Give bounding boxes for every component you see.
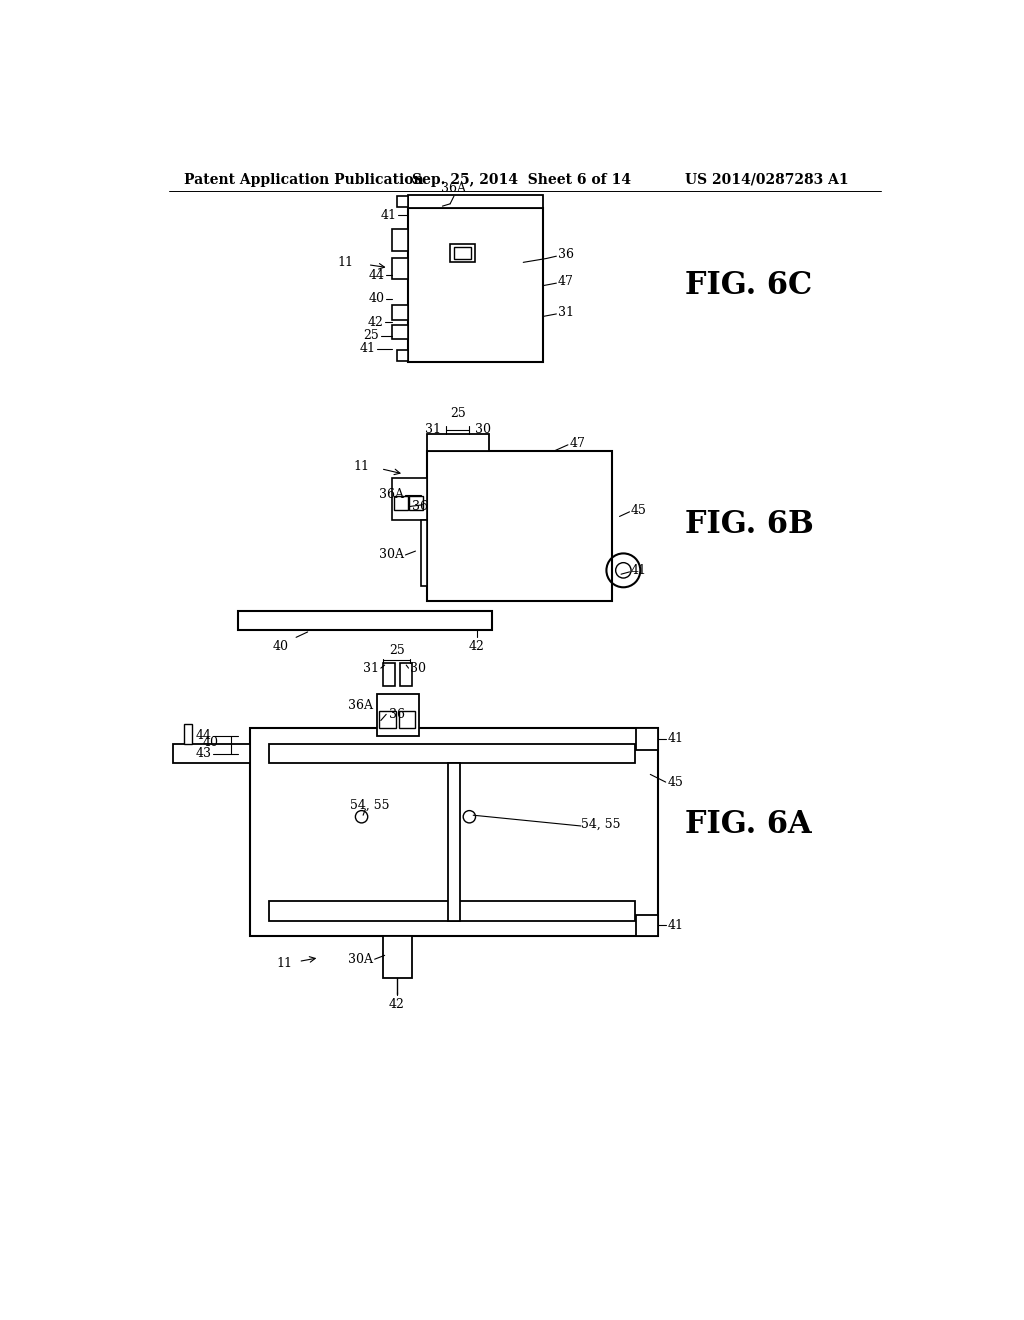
Text: FIG. 6B: FIG. 6B — [685, 508, 814, 540]
Bar — [184, 725, 193, 743]
Text: 31: 31 — [558, 306, 573, 319]
Text: 11: 11 — [338, 256, 354, 269]
Text: 36A: 36A — [348, 698, 373, 711]
Text: 44: 44 — [196, 730, 211, 742]
Text: 36: 36 — [412, 500, 428, 513]
Text: 30: 30 — [410, 661, 426, 675]
Text: 54, 55: 54, 55 — [350, 799, 389, 812]
Text: 41: 41 — [668, 919, 683, 932]
Text: Sep. 25, 2014  Sheet 6 of 14: Sep. 25, 2014 Sheet 6 of 14 — [412, 173, 631, 187]
Bar — [421, 520, 427, 586]
Text: Patent Application Publication: Patent Application Publication — [184, 173, 424, 187]
Bar — [383, 936, 412, 978]
Text: 31: 31 — [364, 661, 379, 675]
Text: US 2014/0287283 A1: US 2014/0287283 A1 — [685, 173, 849, 187]
Text: 11: 11 — [353, 459, 370, 473]
Text: 45: 45 — [631, 504, 647, 517]
Text: 47: 47 — [569, 437, 586, 450]
Bar — [392, 257, 408, 280]
Bar — [637, 915, 658, 936]
Text: 40: 40 — [203, 735, 219, 748]
Bar — [397, 197, 408, 207]
Text: 41: 41 — [668, 733, 683, 746]
Bar — [400, 663, 412, 686]
Text: 30A: 30A — [348, 953, 373, 966]
Bar — [427, 451, 611, 601]
Bar — [394, 496, 408, 511]
Text: 30: 30 — [475, 422, 490, 436]
Text: 42: 42 — [368, 315, 383, 329]
Text: 40: 40 — [272, 640, 289, 652]
Text: 45: 45 — [668, 776, 683, 788]
Text: 47: 47 — [558, 275, 573, 288]
Bar — [408, 194, 543, 209]
Text: 41: 41 — [359, 342, 376, 355]
Bar — [637, 729, 658, 750]
Bar — [397, 350, 408, 360]
Bar — [447, 763, 460, 921]
Text: 41: 41 — [631, 564, 647, 577]
Bar — [454, 247, 471, 259]
Bar — [398, 711, 416, 729]
Bar — [392, 478, 427, 520]
Text: FIG. 6A: FIG. 6A — [685, 809, 812, 840]
Text: 36: 36 — [388, 708, 404, 721]
Bar — [250, 729, 658, 936]
Text: 54, 55: 54, 55 — [581, 818, 621, 832]
Text: 43: 43 — [196, 747, 211, 760]
Bar — [408, 209, 543, 363]
Bar — [269, 743, 635, 763]
Text: 31: 31 — [425, 422, 441, 436]
Bar — [379, 711, 396, 729]
Bar — [239, 611, 493, 631]
Text: 42: 42 — [469, 640, 485, 652]
Text: 40: 40 — [369, 292, 385, 305]
Text: 11: 11 — [276, 957, 292, 970]
Bar — [392, 305, 408, 321]
Text: 42: 42 — [389, 998, 404, 1011]
Bar — [269, 902, 635, 921]
Bar — [451, 244, 475, 263]
Text: 36: 36 — [558, 248, 573, 261]
Text: 25: 25 — [450, 407, 466, 420]
Text: 25: 25 — [364, 329, 379, 342]
Text: 36A: 36A — [441, 182, 467, 195]
Bar — [427, 434, 488, 451]
Bar — [410, 496, 423, 511]
Text: 30A: 30A — [379, 548, 403, 561]
Text: 41: 41 — [380, 209, 396, 222]
Text: 44: 44 — [369, 269, 385, 282]
Text: 36A: 36A — [379, 488, 403, 502]
Bar — [377, 693, 419, 737]
Bar — [392, 326, 408, 339]
Bar — [383, 663, 394, 686]
Text: 25: 25 — [389, 644, 404, 657]
Bar — [173, 743, 250, 763]
Bar — [392, 230, 408, 251]
Text: FIG. 6C: FIG. 6C — [685, 271, 812, 301]
